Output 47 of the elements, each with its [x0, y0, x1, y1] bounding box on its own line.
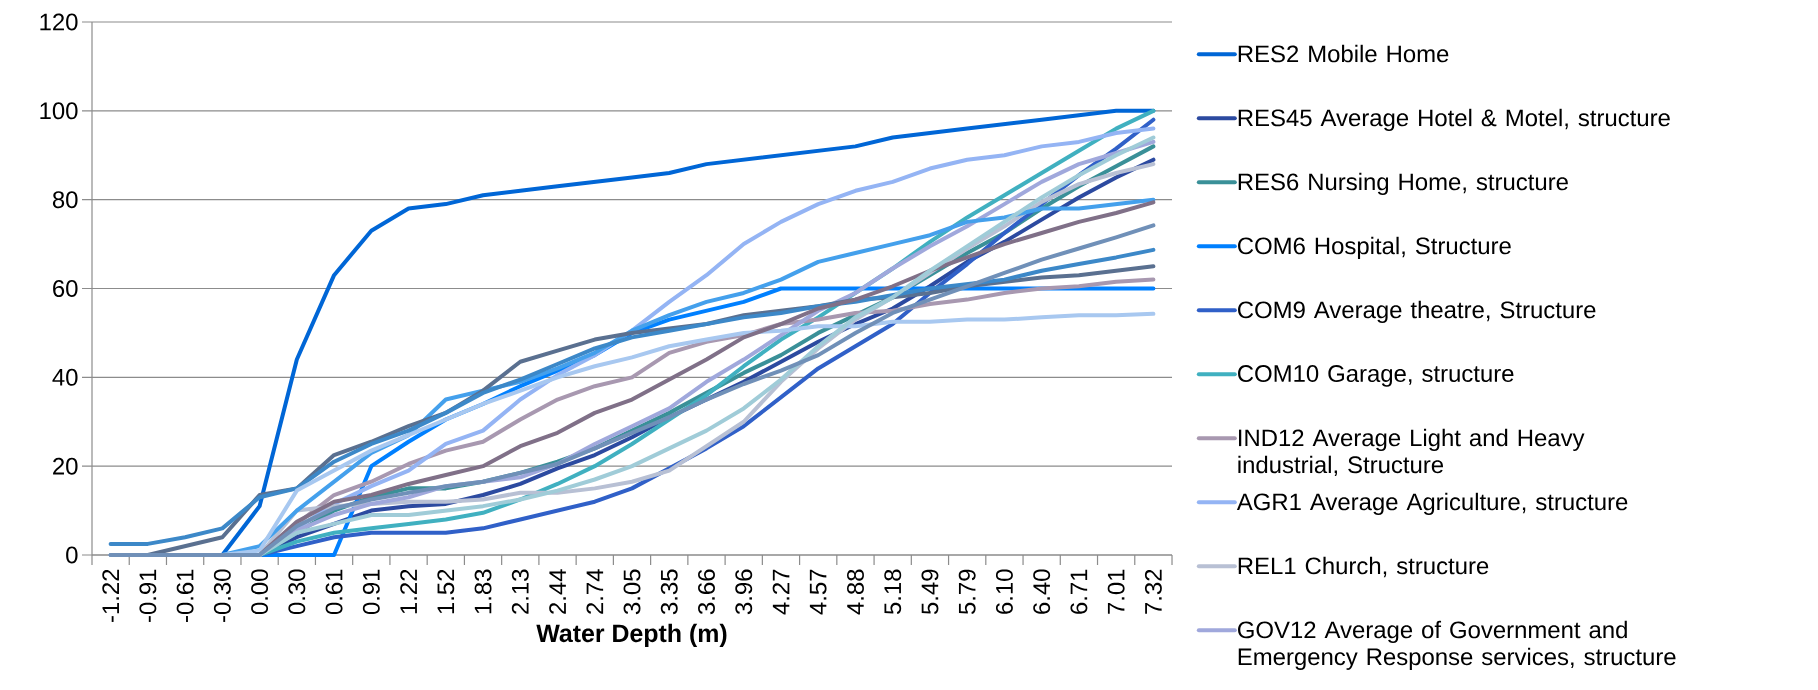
x-tick-label: 3.96 [735, 569, 753, 615]
x-tick-label: 0.91 [362, 569, 380, 615]
x-tick-label: -0.61 [176, 569, 194, 622]
x-tick-label: 0.00 [251, 569, 269, 615]
y-tick-label: 40 [52, 368, 78, 386]
x-tick-label: 6.40 [1033, 569, 1051, 614]
x-tick-label: 4.88 [847, 569, 864, 615]
y-tick-label: 120 [40, 13, 78, 31]
x-tick-label: 6.10 [995, 569, 1013, 614]
legend-label: COM6 Hospital, Structure [1238, 236, 1511, 260]
y-tick-label: 80 [52, 191, 78, 209]
y-tick-label: 60 [53, 280, 78, 297]
legend-label: REL1 Church, structure [1238, 556, 1489, 578]
x-tick-label: 5.79 [958, 569, 976, 615]
x-tick-label: 2.44 [549, 569, 566, 614]
x-tick-label: 3.66 [698, 569, 715, 615]
legend-label: AGR1 Average Agriculture, structure [1236, 492, 1628, 516]
x-axis-title: Water Depth (m) [536, 623, 727, 648]
x-tick-label: 6.71 [1070, 569, 1088, 614]
x-tick-label: 5.18 [884, 569, 902, 615]
x-tick-label: -0.30 [213, 569, 231, 622]
legend-label: COM10 Garage, structure [1238, 365, 1514, 387]
x-tick-label: 1.52 [437, 569, 455, 614]
legend-label: GOV12 Average of Government and Emergency Response services, structure [1238, 620, 1676, 670]
x-tick-label: 4.27 [772, 569, 790, 615]
legend-label: RES45 Average Hotel & Motel, structure [1238, 108, 1670, 132]
y-tick-label: 100 [40, 102, 78, 120]
x-tick-label: 0.30 [288, 569, 306, 615]
x-tick-label: -1.22 [102, 569, 119, 622]
x-tick-label: 4.57 [809, 569, 827, 615]
x-tick-label: 7.01 [1107, 569, 1125, 614]
legend-label: IND12 Average Light and Heavy industrial, Structure [1238, 428, 1585, 477]
x-tick-label: 2.74 [586, 569, 604, 614]
x-tick-label: 1.22 [400, 569, 417, 614]
x-tick-label: 0.61 [325, 569, 343, 615]
x-tick-label: 5.49 [921, 569, 939, 615]
x-tick-label: 3.35 [660, 569, 678, 615]
y-tick-label: 20 [53, 457, 78, 475]
legend-label: COM9 Average theatre, Structure [1238, 300, 1596, 324]
legend-label: RES2 Mobile Home [1238, 44, 1449, 63]
x-tick-label: 2.13 [511, 569, 529, 614]
x-tick-label: -0.91 [139, 569, 157, 622]
x-tick-label: 1.83 [474, 569, 492, 614]
legend-label: RES6 Nursing Home, structure [1238, 172, 1568, 196]
x-tick-label: 3.05 [623, 569, 641, 615]
x-tick-label: 7.32 [1144, 569, 1162, 614]
y-tick-label: 0 [66, 546, 78, 564]
